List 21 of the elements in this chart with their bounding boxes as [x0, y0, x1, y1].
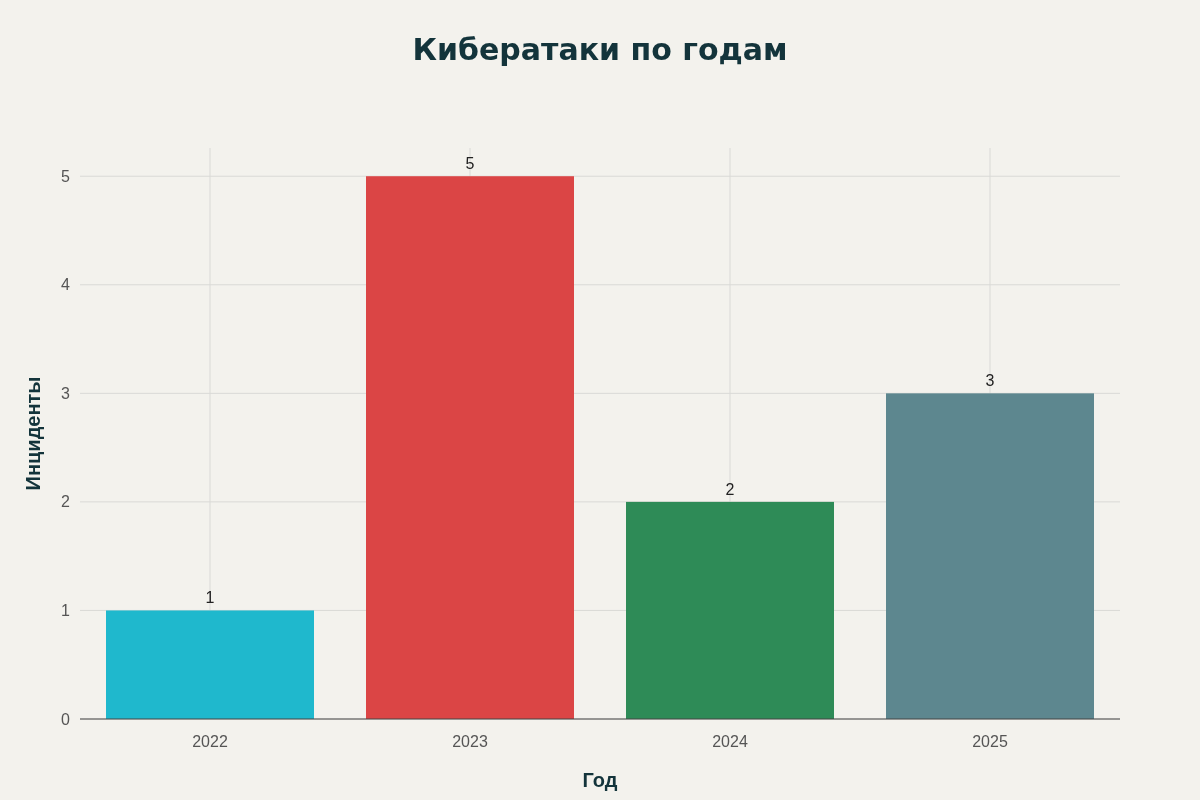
y-tick-label: 2 — [61, 493, 71, 511]
data-label: 3 — [985, 372, 995, 390]
bar — [106, 610, 314, 719]
data-label: 5 — [465, 155, 475, 173]
chart-title: Кибератаки по годам — [412, 32, 788, 67]
y-tick-label: 5 — [61, 167, 71, 185]
x-tick-label: 2024 — [712, 733, 748, 750]
y-tick-label: 1 — [61, 602, 71, 620]
x-axis-title: Год — [582, 769, 618, 791]
data-label: 2 — [725, 480, 735, 498]
y-tick-label: 3 — [61, 384, 71, 402]
y-axis-title: Инциденты — [22, 376, 44, 491]
bar — [626, 501, 834, 719]
data-label: 1 — [205, 589, 215, 607]
x-tick-label: 2025 — [972, 733, 1008, 750]
x-tick-label: 2022 — [192, 733, 228, 750]
bar — [366, 176, 574, 719]
x-tick-label: 2023 — [452, 733, 488, 750]
bar — [886, 393, 1094, 719]
y-tick-label: 4 — [61, 276, 71, 294]
y-tick-label: 0 — [61, 710, 71, 728]
